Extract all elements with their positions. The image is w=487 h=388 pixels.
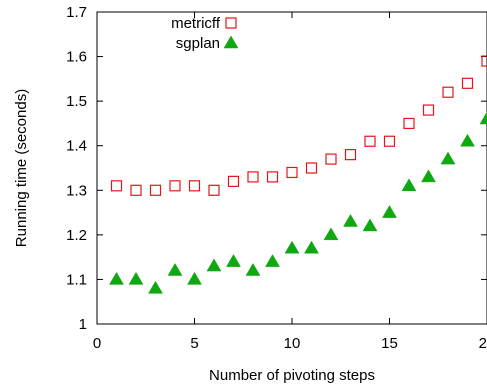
data-point-sgplan <box>323 227 339 241</box>
data-point-metricff <box>305 162 318 174</box>
data-point-sgplan <box>343 213 358 227</box>
data-point-metricff <box>403 117 415 130</box>
series-sgplan <box>109 111 487 294</box>
data-point-metricff <box>422 104 435 116</box>
data-point-metricff <box>266 171 279 183</box>
legend-label: metricff <box>171 15 221 32</box>
data-point-metricff <box>383 135 396 147</box>
data-point-sgplan <box>109 271 124 285</box>
x-tick-label: 0 <box>93 335 101 352</box>
y-axis-label: Running time (seconds) <box>13 89 30 247</box>
y-tick-label: 1.6 <box>66 49 87 66</box>
data-point-sgplan <box>206 258 222 272</box>
data-point-sgplan <box>226 254 241 267</box>
data-point-metricff <box>208 184 220 196</box>
data-point-sgplan <box>284 240 300 254</box>
data-point-sgplan <box>128 271 144 285</box>
data-point-metricff <box>110 180 123 192</box>
data-point-metricff <box>149 184 162 196</box>
x-axis-label: Number of pivoting steps <box>209 367 375 384</box>
y-tick-label: 1.3 <box>66 182 87 199</box>
data-point-sgplan <box>245 263 261 276</box>
data-point-metricff <box>188 180 201 192</box>
data-point-sgplan <box>187 271 202 285</box>
data-point-sgplan <box>167 263 183 276</box>
legend-marker-sgplan <box>223 35 239 49</box>
axis-tick-labels: 0 5 10 15 20 1 1.1 1.2 1.3 1.4 1.5 1.6 1.7 <box>66 4 487 352</box>
data-point-sgplan <box>479 111 487 125</box>
data-point-metricff <box>169 180 181 192</box>
data-point-metricff <box>286 166 298 179</box>
y-tick-label: 1.5 <box>66 93 87 110</box>
x-tick-label: 15 <box>381 335 398 352</box>
data-point-metricff <box>130 184 142 196</box>
legend-label: sgplan <box>176 35 220 52</box>
legend-item-metricff: metricff <box>171 15 237 32</box>
data-point-metricff <box>325 153 337 165</box>
y-tick-label: 1.2 <box>66 227 87 244</box>
legend-marker-metricff <box>225 17 237 29</box>
series-metricff <box>110 55 487 196</box>
data-point-metricff <box>442 86 454 98</box>
data-point-sgplan <box>304 240 319 254</box>
data-point-metricff <box>247 171 259 183</box>
data-point-sgplan <box>440 151 456 165</box>
x-tick-label: 5 <box>190 335 198 352</box>
data-point-sgplan <box>421 169 436 183</box>
y-tick-label: 1.7 <box>66 4 87 21</box>
data-point-metricff <box>461 77 474 89</box>
legend: metricff sgplan <box>171 15 239 52</box>
data-point-sgplan <box>382 205 397 218</box>
data-point-sgplan <box>148 280 163 294</box>
data-points <box>109 55 487 294</box>
data-point-sgplan <box>265 254 280 267</box>
data-point-sgplan <box>401 178 417 192</box>
data-point-metricff <box>227 175 240 187</box>
data-point-metricff <box>364 135 376 147</box>
legend-item-sgplan: sgplan <box>176 35 239 52</box>
data-point-metricff <box>344 149 357 161</box>
data-point-metricff <box>481 55 487 67</box>
y-tick-label: 1.4 <box>66 138 87 155</box>
x-tick-label: 20 <box>479 335 487 352</box>
data-point-sgplan <box>460 133 475 147</box>
x-tick-label: 10 <box>284 335 301 352</box>
data-point-sgplan <box>362 218 378 232</box>
y-tick-label: 1.1 <box>66 271 87 288</box>
y-tick-label: 1 <box>79 316 87 333</box>
